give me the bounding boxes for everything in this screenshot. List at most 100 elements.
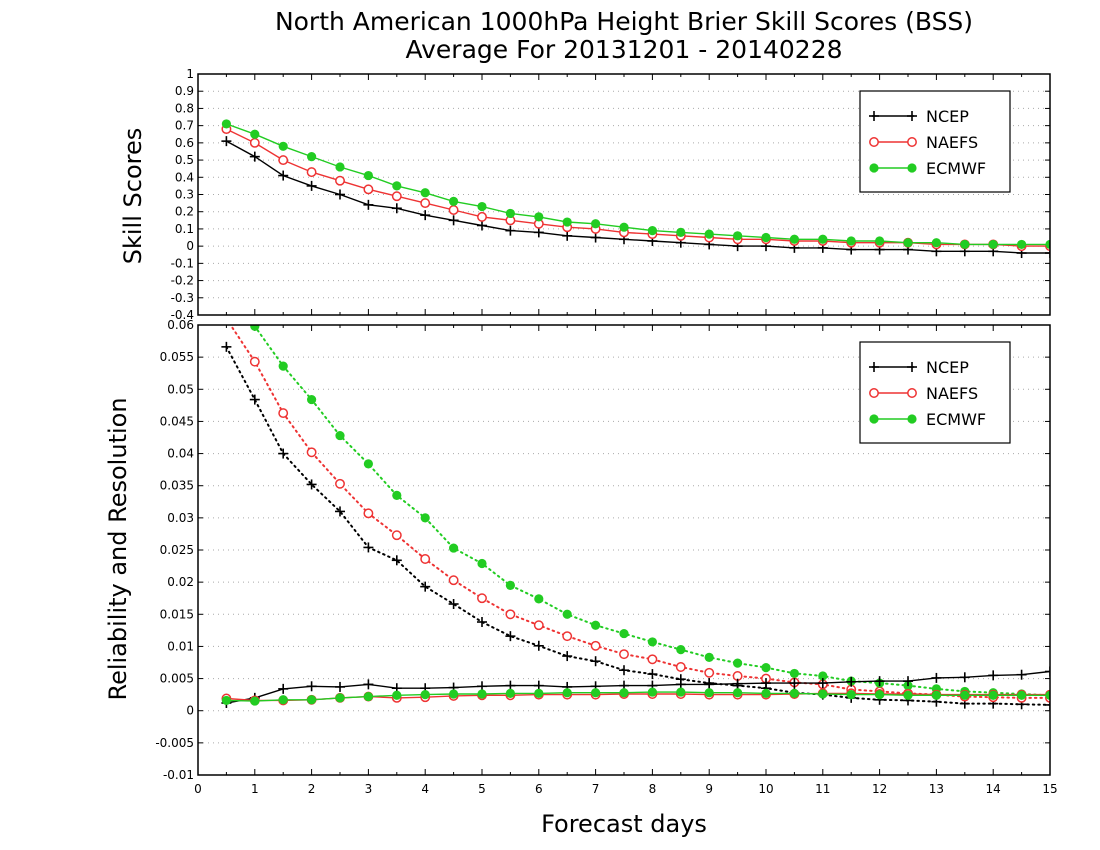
x-tick-label: 11 (815, 782, 830, 796)
x-tick-label: 8 (649, 782, 657, 796)
bottom-point-ncep (761, 678, 771, 689)
bottom-point-ecmwf (250, 325, 260, 331)
top-point-ecmwf (619, 222, 629, 232)
top-y-tick-label: 0.7 (175, 119, 194, 133)
top-point-ncep (562, 230, 573, 241)
bottom-point-naefs (448, 575, 459, 586)
chart-title-line2: Average For 20131201 - 20140228 (405, 35, 842, 64)
bottom-point-naefs (505, 609, 516, 620)
bottom-series-line-naefs-dotted (229, 325, 1050, 699)
bottom-point-ecmwf (392, 490, 402, 500)
top-point-naefs (335, 175, 345, 186)
top-point-ncep (477, 220, 487, 231)
top-legend-label-ncep: NCEP (926, 107, 969, 126)
top-y-tick-label: 0 (186, 239, 194, 253)
top-point-ecmwf (505, 208, 515, 219)
top-y-tick-label: 0.5 (175, 153, 194, 167)
bottom-point-ecmwf (449, 543, 459, 553)
x-tick-label: 4 (421, 782, 429, 796)
bottom-legend-marker-naefs (869, 388, 879, 398)
bottom-y-tick-label: 0.015 (160, 607, 194, 621)
bottom-y-tick-label: 0.035 (160, 479, 194, 493)
top-point-naefs (249, 137, 260, 148)
bottom-legend-marker-ncep (907, 362, 917, 372)
bottom-point-ecmwf (534, 594, 544, 604)
bottom-point-ncep (221, 341, 232, 352)
bottom-legend-label-naefs: NAEFS (926, 384, 978, 403)
x-tick-label: 9 (705, 782, 713, 796)
x-tick-label: 10 (758, 782, 773, 796)
x-tick-label: 1 (251, 782, 259, 796)
bottom-panel: -0.01 -0.005 0 0.005 0.01 0.015 0.02 0.025 0.03 0… (155, 318, 1057, 796)
top-y-tick-label: -0.1 (171, 256, 194, 270)
bottom-y-tick-label: 0 (186, 704, 194, 718)
top-point-ncep (590, 232, 601, 243)
bottom-series-group (221, 325, 1050, 710)
top-point-ecmwf (335, 162, 345, 172)
top-point-naefs (306, 167, 317, 178)
top-point-naefs (477, 211, 487, 222)
bottom-y-tick-label: 0.005 (160, 672, 194, 686)
bottom-point-ncep (533, 640, 544, 651)
bottom-point-ecmwf (846, 690, 856, 700)
bottom-point-ncep (306, 479, 317, 490)
bottom-point-ncep (335, 681, 345, 692)
bottom-y-tick-label: 0.05 (167, 382, 194, 396)
bottom-point-ncep (249, 394, 260, 405)
top-point-ecmwf (392, 181, 402, 191)
bottom-legend-marker-ecmwf (869, 414, 879, 424)
bottom-point-ecmwf (733, 688, 743, 698)
x-tick-label: 5 (478, 782, 486, 796)
bottom-point-ecmwf (505, 688, 515, 698)
x-tick-label: 6 (535, 782, 543, 796)
bottom-point-ecmwf (534, 688, 544, 698)
bottom-point-ecmwf (960, 690, 970, 700)
x-tick-label: 7 (592, 782, 600, 796)
bottom-y-axis-label: Reliability and Resolution (104, 397, 132, 700)
bottom-point-ncep (704, 679, 715, 690)
bottom-point-ncep (477, 617, 487, 627)
top-legend-marker-ncep (869, 111, 879, 121)
bottom-point-ncep (505, 631, 516, 642)
top-point-ecmwf (704, 229, 714, 239)
top-point-ecmwf (988, 239, 998, 250)
top-point-ncep (505, 225, 516, 236)
bottom-point-ncep (448, 599, 459, 609)
top-legend-label-naefs: NAEFS (926, 133, 978, 152)
bottom-point-ecmwf (363, 691, 373, 702)
bottom-point-ecmwf (619, 688, 629, 698)
top-point-ncep (249, 151, 260, 162)
bottom-point-ecmwf (704, 652, 714, 662)
bottom-point-ncep (1045, 699, 1050, 710)
top-point-ncep (221, 136, 232, 147)
bottom-point-naefs (306, 447, 317, 458)
bottom-point-naefs (619, 649, 629, 660)
bottom-point-naefs (278, 408, 289, 419)
bottom-point-ecmwf (562, 609, 572, 619)
top-legend-label-ecmwf: ECMWF (926, 159, 986, 178)
bottom-point-ecmwf (307, 394, 317, 405)
top-point-naefs (363, 184, 374, 195)
top-y-tick-label: 0.1 (175, 222, 194, 236)
bottom-point-ncep (817, 678, 828, 689)
x-tick-label: 0 (194, 782, 202, 796)
top-legend-marker-naefs (907, 137, 917, 147)
bottom-point-naefs (335, 478, 345, 489)
top-point-ecmwf (420, 188, 430, 198)
bottom-point-ncep (988, 670, 999, 681)
top-point-ecmwf (846, 236, 856, 246)
bottom-point-ecmwf (591, 688, 601, 698)
top-point-ecmwf (250, 129, 260, 139)
top-point-naefs (278, 155, 289, 166)
bottom-point-ecmwf (761, 688, 771, 698)
top-point-ncep (363, 199, 374, 210)
top-series-group (221, 119, 1050, 259)
bottom-point-ncep (846, 676, 857, 687)
top-point-ncep (278, 170, 289, 181)
bottom-point-ecmwf (250, 696, 260, 706)
top-point-ncep (448, 215, 459, 226)
bottom-series-line-ecmwf-dotted (251, 325, 1050, 697)
top-point-ecmwf (903, 238, 913, 248)
bottom-point-ecmwf (676, 687, 686, 697)
bottom-point-naefs (704, 667, 715, 678)
